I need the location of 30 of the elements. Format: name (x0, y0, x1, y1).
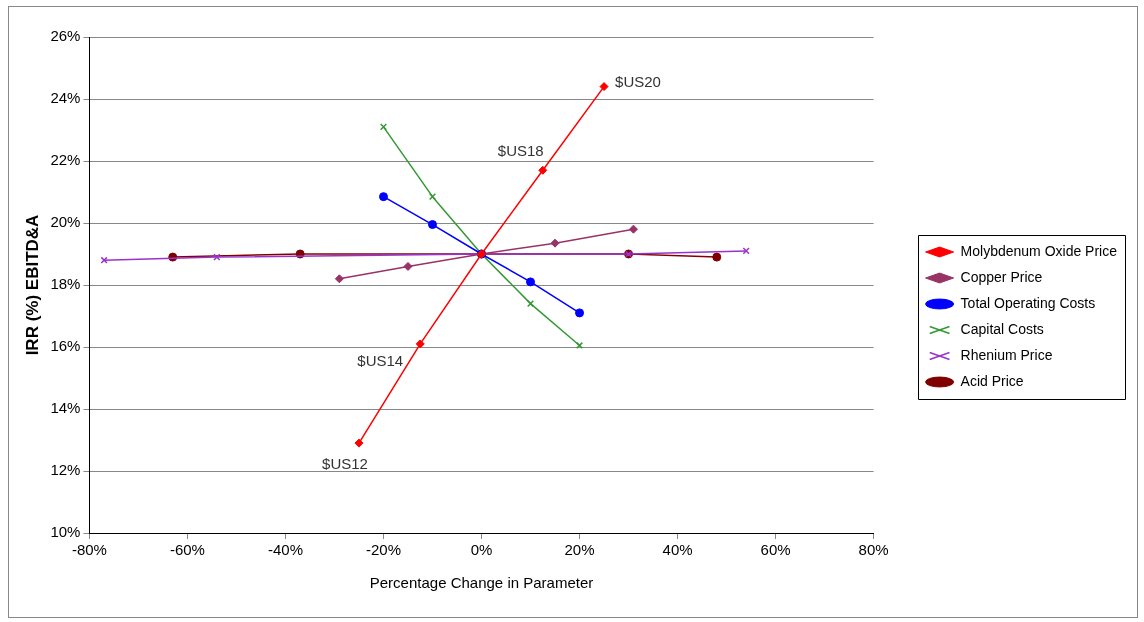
annotation: $US20 (615, 72, 661, 90)
legend-label: Capital Costs (960, 320, 1044, 337)
y-tick-label: 26% (50, 27, 81, 45)
x-tick-label: 40% (662, 541, 693, 559)
y-tick-label: 14% (50, 399, 81, 417)
y-tick-label: 10% (50, 523, 81, 541)
x-tick-label: 20% (564, 541, 595, 559)
legend-label: Rhenium Price (960, 346, 1053, 363)
annotation: $US12 (322, 455, 368, 473)
x-tick-label: 0% (470, 541, 493, 559)
y-tick-label: 20% (50, 213, 81, 231)
x-tick-label: 80% (858, 541, 889, 559)
annotation: $US18 (497, 142, 544, 160)
y-tick-label: 24% (50, 89, 81, 107)
legend-label: Acid Price (960, 372, 1024, 389)
y-tick-label: 18% (50, 275, 81, 293)
y-tick-label: 16% (50, 337, 81, 355)
legend-label: Total Operating Costs (960, 294, 1096, 311)
x-tick-label: -80% (71, 541, 107, 559)
annotation: $US14 (357, 352, 404, 370)
y-axis-title: IRR (%) EBITD&A (22, 214, 42, 356)
x-tick-label: -60% (169, 541, 205, 559)
legend-label: Molybdenum Oxide Price (960, 242, 1118, 259)
legend-label: Copper Price (960, 268, 1043, 285)
x-axis-title: Percentage Change in Parameter (369, 574, 594, 592)
x-tick-label: -20% (365, 541, 401, 559)
y-tick-label: 22% (50, 151, 81, 169)
x-tick-label: 60% (760, 541, 791, 559)
y-tick-label: 12% (50, 461, 81, 479)
x-tick-label: -40% (267, 541, 303, 559)
